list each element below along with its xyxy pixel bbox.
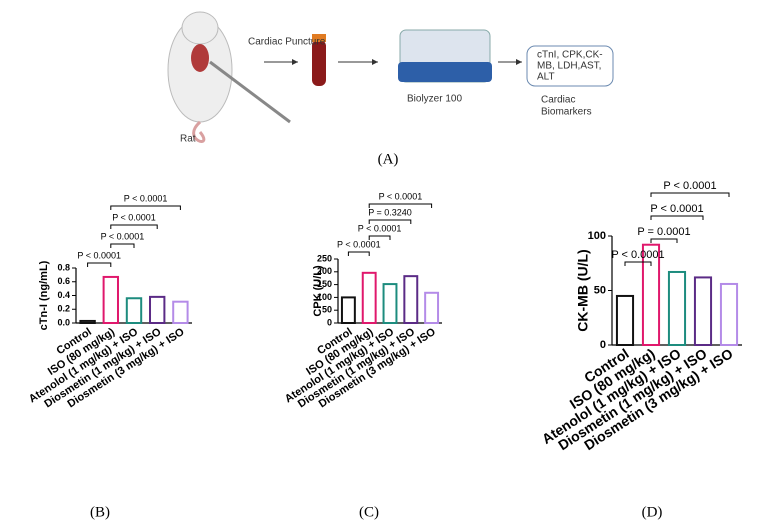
panel-label: (A) <box>378 151 399 167</box>
p-value: P = 0.3240 <box>368 207 412 217</box>
y-tick-label: 0.2 <box>57 304 70 314</box>
p-value: P < 0.0001 <box>358 223 402 233</box>
bar <box>667 270 687 346</box>
bracket <box>650 215 704 220</box>
p-value: P < 0.0001 <box>663 180 716 192</box>
panel-label: (D) <box>642 504 663 520</box>
label: Biomarkers <box>541 107 592 118</box>
y-tick-label: 100 <box>588 230 606 242</box>
bracket <box>110 224 158 229</box>
p-value: P = 0.0001 <box>637 226 690 238</box>
tube-cap <box>312 34 326 42</box>
analyzer-base <box>398 62 492 82</box>
bracket <box>650 238 678 243</box>
bar <box>361 271 377 325</box>
p-value: P < 0.0001 <box>650 203 703 215</box>
y-axis-label: cTn-I (ng/mL) <box>38 260 50 330</box>
schematic <box>167 11 614 143</box>
arrow-head <box>372 59 378 65</box>
p-value: P < 0.0001 <box>124 193 168 203</box>
bracket <box>87 262 112 267</box>
bracket <box>624 261 652 266</box>
label: cTnI, CPK,CK- <box>537 50 603 61</box>
label: Cardiac Puncture <box>248 37 326 48</box>
bar <box>719 282 739 346</box>
y-tick-label: 250 <box>317 253 332 263</box>
label: Biolyzer 100 <box>407 94 462 105</box>
y-tick-label: 50 <box>594 284 606 296</box>
bar <box>693 276 713 347</box>
bar <box>382 283 398 325</box>
y-tick-label: 100 <box>317 292 332 302</box>
bracket <box>110 205 181 210</box>
arrow-head <box>292 59 298 65</box>
marker-box <box>526 45 614 87</box>
bar <box>340 296 356 324</box>
rat-head <box>181 11 219 45</box>
bar <box>424 291 440 324</box>
bar <box>403 275 419 325</box>
label: ALT <box>537 72 555 83</box>
p-value: P < 0.0001 <box>379 191 423 201</box>
bracket <box>650 192 730 197</box>
p-value: P < 0.0001 <box>112 212 156 222</box>
bracket <box>368 203 433 208</box>
y-tick-label: 0.8 <box>57 262 70 272</box>
bracket <box>347 251 370 256</box>
bracket <box>368 219 412 224</box>
bar <box>149 295 166 324</box>
arrow-head <box>516 59 522 65</box>
blood-tube <box>312 40 326 86</box>
p-value: P < 0.0001 <box>611 249 664 261</box>
label: Rat <box>180 134 196 145</box>
label: Cardiac <box>541 95 575 106</box>
y-tick-label: 200 <box>317 266 332 276</box>
p-value: P < 0.0001 <box>337 239 381 249</box>
label: MB, LDH,AST, <box>537 61 601 72</box>
y-tick-label: 0 <box>600 339 606 351</box>
y-axis-label: CK-MB (U/L) <box>575 249 591 331</box>
rat-heart <box>191 44 209 72</box>
bar <box>102 275 119 324</box>
y-tick-label: 0 <box>327 317 332 327</box>
bar <box>615 294 635 347</box>
y-axis-label: CPK (U/L) <box>312 265 324 317</box>
panel-label: (B) <box>90 504 110 520</box>
bracket <box>368 235 391 240</box>
syringe <box>209 60 291 124</box>
p-value: P < 0.0001 <box>101 231 145 241</box>
bracket <box>110 243 135 248</box>
y-tick-label: 0.6 <box>57 276 70 286</box>
y-tick-label: 150 <box>317 279 332 289</box>
y-tick-label: 50 <box>322 305 332 315</box>
bar <box>172 300 189 324</box>
y-tick-label: 0.0 <box>57 317 70 327</box>
panel-label: (C) <box>359 504 379 520</box>
bar <box>641 243 661 346</box>
rat-tail <box>192 120 206 143</box>
p-value: P < 0.0001 <box>77 250 121 260</box>
bar <box>79 319 96 324</box>
y-tick-label: 0.4 <box>57 290 70 300</box>
bar <box>125 297 143 324</box>
